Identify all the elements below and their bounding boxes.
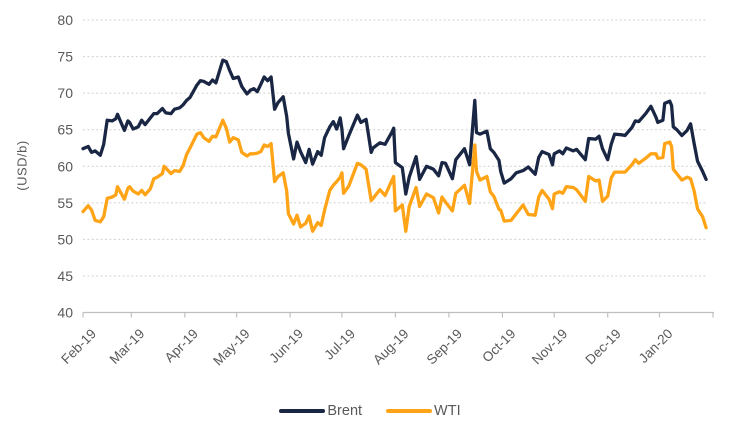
wti-line-swatch-icon xyxy=(386,409,433,413)
y-tick-label: 45 xyxy=(57,268,73,284)
x-tick-label: Jun-19 xyxy=(266,326,306,366)
x-tick-label: Nov-19 xyxy=(529,326,570,367)
x-tick-label: Jul-19 xyxy=(321,326,358,363)
legend-item-brent: Brent xyxy=(279,403,362,419)
x-tick-label: Mar-19 xyxy=(107,326,148,367)
series-line-brent xyxy=(81,58,708,196)
x-tick-label: Sep-19 xyxy=(424,326,465,367)
y-tick-label: 80 xyxy=(57,12,73,28)
series-line-wti xyxy=(81,118,708,233)
x-tick-label: Aug-19 xyxy=(370,326,411,367)
x-tick-label: Oct-19 xyxy=(479,326,518,365)
brent-line-swatch-icon xyxy=(279,409,326,413)
x-tick-label: Jan-20 xyxy=(636,326,676,366)
x-tick-label: Apr-19 xyxy=(162,326,201,365)
x-tick-label: May-19 xyxy=(210,326,252,368)
legend-label-wti: WTI xyxy=(434,403,461,419)
legend-label-brent: Brent xyxy=(327,403,363,419)
y-tick-label: 60 xyxy=(57,158,73,174)
y-tick-label: 50 xyxy=(57,231,73,247)
y-tick-label: 40 xyxy=(57,305,73,321)
y-tick-label: 65 xyxy=(57,122,73,138)
y-tick-label: 70 xyxy=(57,85,73,101)
x-tick-label: Feb-19 xyxy=(58,326,99,367)
y-tick-label: 55 xyxy=(57,195,73,211)
x-tick-label: Dec-19 xyxy=(582,326,623,367)
y-tick-label: 75 xyxy=(57,49,73,65)
chart-legend: Brent WTI xyxy=(0,403,740,419)
legend-item-wti: WTI xyxy=(386,403,461,419)
